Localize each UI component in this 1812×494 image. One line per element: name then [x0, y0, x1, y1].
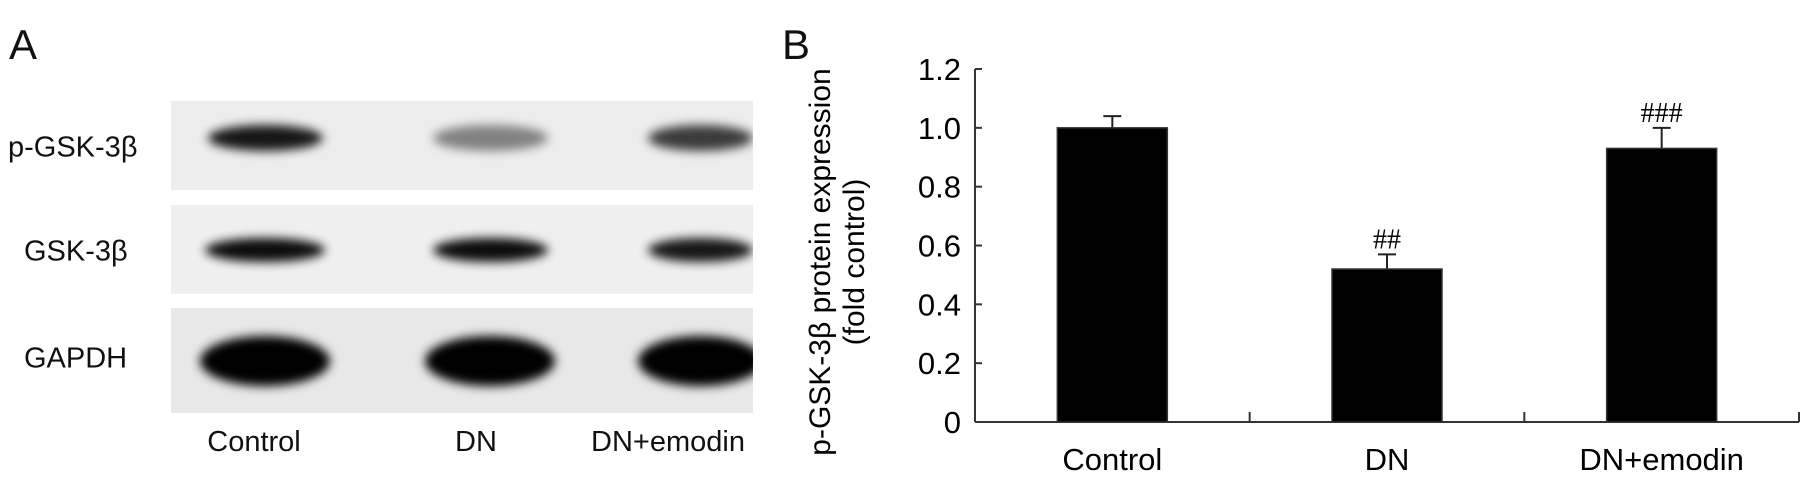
lane-label-control: Control: [207, 426, 301, 458]
blot-band: [637, 335, 753, 386]
y-tick-label: 1.2: [918, 52, 961, 87]
blot-band: [425, 335, 555, 386]
y-axis-label-line1: p-GSK-3β protein expression: [804, 68, 837, 455]
y-tick-label: 0.8: [918, 170, 961, 205]
y-tick-label: 1.0: [918, 111, 961, 146]
blot-band: [432, 237, 548, 262]
blot-band: [207, 124, 323, 151]
blot-band: [200, 335, 330, 386]
panel-b-letter: B: [782, 21, 811, 68]
x-category-label: Control: [1062, 442, 1162, 477]
y-axis-label-line2: (fold control): [838, 179, 871, 346]
x-category-label: DN: [1365, 442, 1410, 477]
y-tick-label: 0.2: [918, 346, 961, 381]
row-label-gsk3b: GSK-3β: [24, 235, 128, 268]
x-category-label: DN+emodin: [1579, 442, 1744, 477]
blot-band: [647, 237, 753, 262]
row-label-gapdh: GAPDH: [24, 342, 128, 375]
blot-strip-gapdh: [171, 308, 753, 413]
y-tick-label: 0.6: [918, 229, 961, 264]
blot-strip-gsk3b: [171, 205, 753, 294]
bar-dn-emodin: [1605, 147, 1718, 423]
panel-a-letter: A: [9, 21, 38, 68]
blot-band: [647, 124, 753, 151]
significance-marker: ###: [1641, 98, 1683, 129]
lane-label-dn-emodin: DN+emodin: [591, 426, 745, 458]
lane-label-dn: DN: [455, 426, 497, 458]
significance-marker: ##: [1373, 224, 1401, 255]
blot-band: [205, 237, 325, 262]
blot-strip-p-gsk3b: [171, 101, 753, 190]
bar-control: [1056, 127, 1169, 423]
row-label-p-gsk3b: p-GSK-3β: [8, 131, 138, 164]
blot-band: [432, 124, 548, 151]
bar-dn: [1331, 268, 1443, 423]
y-tick-label: 0.4: [918, 287, 961, 322]
y-tick-label: 0: [944, 405, 961, 440]
